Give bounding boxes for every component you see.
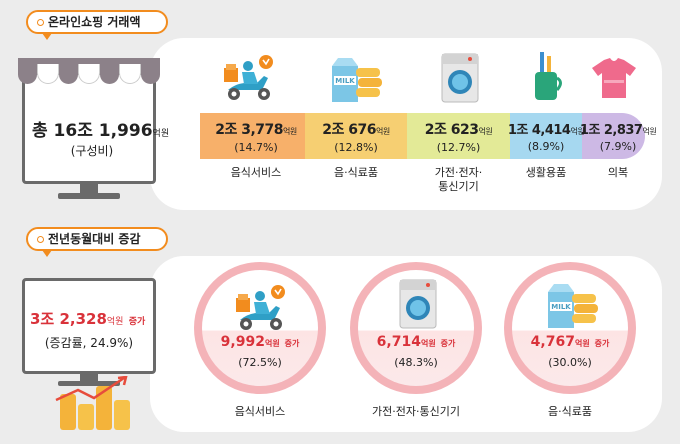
- section-tag-label: 온라인쇼핑 거래액: [48, 15, 141, 29]
- segment-household: 1조 4,414억원 (8.9%): [507, 123, 585, 153]
- label-groceries: 음·식료품: [334, 166, 378, 179]
- store-monitor: [22, 72, 156, 184]
- washing-machine-icon: [399, 279, 437, 329]
- bar-seg-electronics: [407, 113, 510, 159]
- svg-text:MILK: MILK: [551, 303, 571, 311]
- section-tag-label: 전년동월대비 증감: [48, 232, 141, 246]
- toothbrush-cup-icon: [535, 52, 562, 100]
- svg-text:MILK: MILK: [335, 77, 355, 85]
- total-sub: (구성비): [70, 144, 114, 158]
- composition-bar: [200, 113, 645, 159]
- segment-groceries: 2조 676억원 (12.8%): [322, 121, 390, 154]
- monitor-base: [58, 193, 120, 199]
- segment-clothing: 1조 2,837억원 (7.9%): [579, 123, 657, 153]
- label-household: 생활용품: [525, 166, 567, 179]
- store-awning: [18, 62, 160, 84]
- delivery-scooter-icon: [236, 285, 285, 330]
- growth-monitor: [22, 278, 156, 374]
- label-food: 음식서비스: [230, 166, 282, 179]
- label-electronics: 가전·전자· 통신기기: [434, 166, 483, 193]
- delivery-scooter-icon: [224, 55, 273, 100]
- coins-growth-icon: [55, 376, 130, 430]
- change-total-value: 3조 2,328억원 증가: [30, 310, 146, 328]
- change-total-sub: (증감률, 24.9%): [44, 336, 134, 350]
- monitor-neck: [80, 374, 98, 382]
- monitor-base: [58, 381, 120, 386]
- tshirt-icon: [592, 58, 636, 98]
- milk-carton-icon: MILK: [548, 284, 598, 328]
- total-value: 총 16조 1,996억원: [32, 121, 170, 141]
- washing-machine-icon: [441, 53, 479, 103]
- circle-label-food: 음식서비스: [234, 405, 286, 418]
- segment-food: 2조 3,778억원 (14.7%): [215, 121, 297, 154]
- label-clothing: 의복: [607, 166, 629, 179]
- bar-seg-household: [510, 113, 582, 159]
- section-tag-yoy-change: 전년동월대비 증감: [26, 227, 168, 257]
- segment-electronics: 2조 623억원 (12.7%): [424, 121, 493, 154]
- monitor-neck: [80, 184, 98, 194]
- circle-label-groceries: 음·식료품: [548, 405, 592, 418]
- milk-carton-icon: MILK: [332, 58, 382, 102]
- circle-label-electronics: 가전·전자·통신기기: [372, 405, 460, 418]
- bar-seg-groceries: [305, 113, 407, 159]
- circle-food: 9,992억원 증가 (72.5%): [194, 262, 326, 394]
- awning-rail: [18, 58, 160, 64]
- section-tag-online-shopping: 온라인쇼핑 거래액: [26, 10, 168, 40]
